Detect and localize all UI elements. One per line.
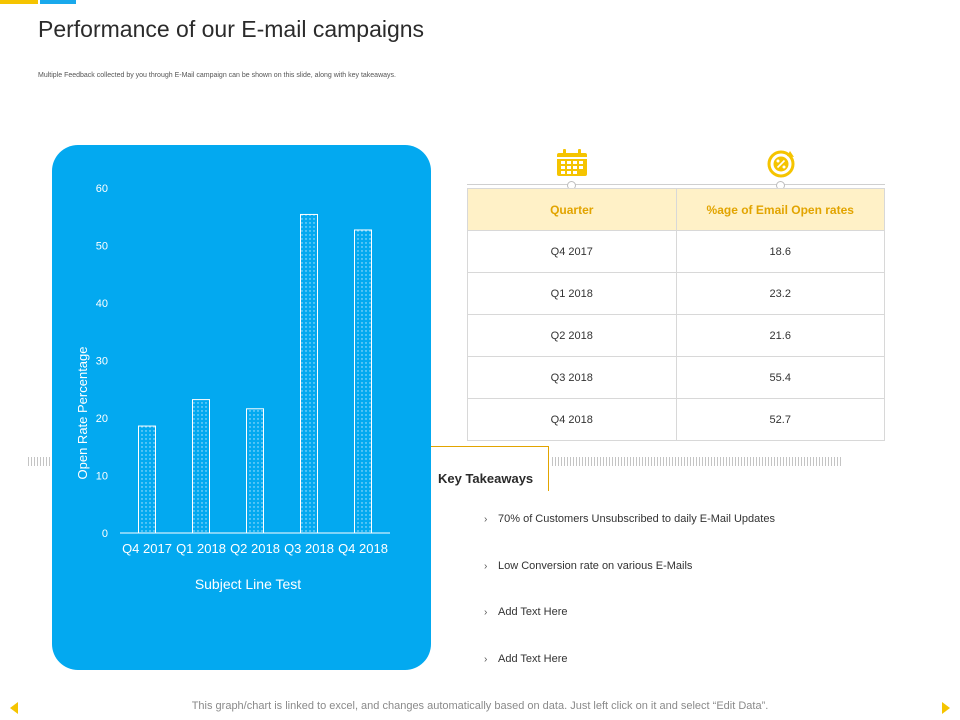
table-row: Q2 2018 21.6 — [467, 314, 885, 357]
next-slide-arrow-icon[interactable] — [942, 702, 950, 714]
page-title: Performance of our E-mail campaigns — [38, 16, 425, 42]
decorative-stripes-right — [552, 457, 842, 466]
table-row: Q4 2017 18.6 — [467, 230, 885, 273]
takeaway-item: › Low Conversion rate on various E-Mails — [484, 560, 692, 572]
y-tick-label: 60 — [96, 183, 108, 195]
table-row: Q1 2018 23.2 — [467, 272, 885, 315]
bar-chart: 0 10 20 30 40 50 60 Q4 2017 Q1 2018 Q2 2018 Q3 201… — [75, 183, 390, 592]
chevron-right-icon: › — [484, 514, 488, 525]
header-open-rate: %age of Email Open rates — [675, 188, 885, 231]
table-row: Q4 2018 52.7 — [467, 398, 885, 441]
table-header-row: Quarter %age of Email Open rates — [467, 188, 885, 231]
open-rates-table: Quarter %age of Email Open rates Q4 2017… — [467, 188, 885, 441]
takeaway-text: Low Conversion rate on various E-Mails — [498, 560, 693, 572]
key-takeaways-frame — [431, 446, 549, 491]
top-accent-blue — [40, 0, 76, 4]
header-quarter: Quarter — [467, 188, 677, 231]
y-tick-label: 0 — [102, 528, 108, 540]
chevron-right-icon: › — [484, 561, 488, 572]
cell-open-rate: 18.6 — [675, 230, 885, 273]
x-tick-label: Q4 2017 — [122, 541, 172, 556]
cell-open-rate: 55.4 — [675, 356, 885, 399]
y-axis-label: Open Rate Percentage — [75, 347, 90, 480]
table-connector-line — [467, 184, 885, 185]
percent-cycle-icon — [767, 150, 795, 178]
cell-open-rate: 21.6 — [675, 314, 885, 357]
takeaway-item: › 70% of Customers Unsubscribed to daily … — [484, 513, 775, 525]
cell-quarter: Q4 2017 — [467, 230, 677, 273]
decorative-stripes-left — [28, 457, 50, 466]
takeaway-text: Add Text Here — [498, 653, 568, 665]
x-tick-label: Q2 2018 — [230, 541, 280, 556]
y-tick-label: 50 — [96, 241, 108, 253]
takeaway-text: 70% of Customers Unsubscribed to daily E… — [498, 513, 775, 525]
chart-panel: 0 10 20 30 40 50 60 Q4 2017 Q1 2018 Q2 2018 Q3 201… — [52, 145, 431, 670]
x-tick-label: Q1 2018 — [176, 541, 226, 556]
x-tick-label: Q4 2018 — [338, 541, 388, 556]
y-tick-label: 20 — [96, 413, 108, 425]
cell-quarter: Q2 2018 — [467, 314, 677, 357]
y-tick-label: 40 — [96, 298, 108, 310]
chevron-right-icon: › — [484, 607, 488, 618]
bar-q3-2018 — [300, 213, 318, 534]
top-accent-yellow — [0, 0, 38, 4]
footer-note: This graph/chart is linked to excel, and… — [191, 700, 769, 712]
takeaway-item: › Add Text Here — [484, 653, 568, 665]
cell-quarter: Q1 2018 — [467, 272, 677, 315]
calendar-icon — [557, 149, 587, 176]
cell-open-rate: 23.2 — [675, 272, 885, 315]
key-takeaways-label: Key Takeaways — [438, 471, 534, 486]
cell-quarter: Q4 2018 — [467, 398, 677, 441]
takeaway-text: Add Text Here — [498, 606, 568, 618]
chevron-right-icon: › — [484, 654, 488, 665]
y-tick-label: 30 — [96, 356, 108, 368]
bar-q4-2017 — [138, 425, 156, 534]
y-tick-label: 10 — [96, 471, 108, 483]
previous-slide-arrow-icon[interactable] — [10, 702, 18, 714]
table-row: Q3 2018 55.4 — [467, 356, 885, 399]
x-axis-label: Subject Line Test — [195, 576, 301, 592]
x-tick-label: Q3 2018 — [284, 541, 334, 556]
bar-q4-2018 — [354, 229, 372, 534]
cell-open-rate: 52.7 — [675, 398, 885, 441]
page-subtitle: Multiple Feedback collected by you throu… — [38, 72, 396, 79]
bar-q1-2018 — [192, 399, 210, 534]
cell-quarter: Q3 2018 — [467, 356, 677, 399]
bar-q2-2018 — [246, 408, 264, 534]
takeaway-item: › Add Text Here — [484, 606, 568, 618]
